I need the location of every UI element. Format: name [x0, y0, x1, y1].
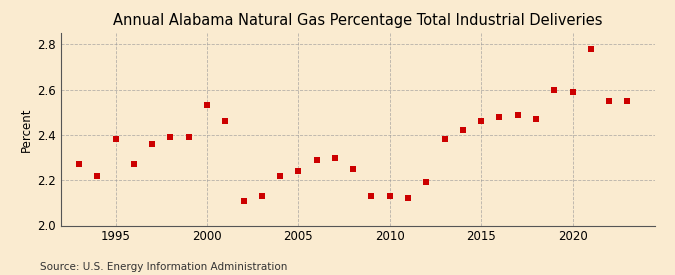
- Point: [384, 194, 395, 198]
- Point: [146, 142, 157, 146]
- Point: [311, 158, 322, 162]
- Point: [494, 115, 505, 119]
- Point: [128, 162, 139, 167]
- Title: Annual Alabama Natural Gas Percentage Total Industrial Deliveries: Annual Alabama Natural Gas Percentage To…: [113, 13, 603, 28]
- Point: [531, 117, 541, 121]
- Point: [92, 174, 103, 178]
- Point: [184, 135, 194, 139]
- Point: [366, 194, 377, 198]
- Point: [110, 137, 121, 142]
- Point: [585, 47, 596, 51]
- Point: [348, 167, 358, 171]
- Point: [220, 119, 231, 123]
- Point: [202, 103, 213, 108]
- Point: [402, 196, 413, 200]
- Point: [293, 169, 304, 173]
- Point: [622, 99, 632, 103]
- Text: Source: U.S. Energy Information Administration: Source: U.S. Energy Information Administ…: [40, 262, 288, 272]
- Point: [74, 162, 84, 167]
- Point: [421, 180, 432, 185]
- Point: [256, 194, 267, 198]
- Point: [439, 137, 450, 142]
- Point: [165, 135, 176, 139]
- Y-axis label: Percent: Percent: [20, 107, 33, 152]
- Point: [458, 128, 468, 133]
- Point: [603, 99, 614, 103]
- Point: [275, 174, 286, 178]
- Point: [238, 198, 249, 203]
- Point: [512, 112, 523, 117]
- Point: [549, 87, 560, 92]
- Point: [476, 119, 487, 123]
- Point: [329, 155, 340, 160]
- Point: [567, 90, 578, 94]
